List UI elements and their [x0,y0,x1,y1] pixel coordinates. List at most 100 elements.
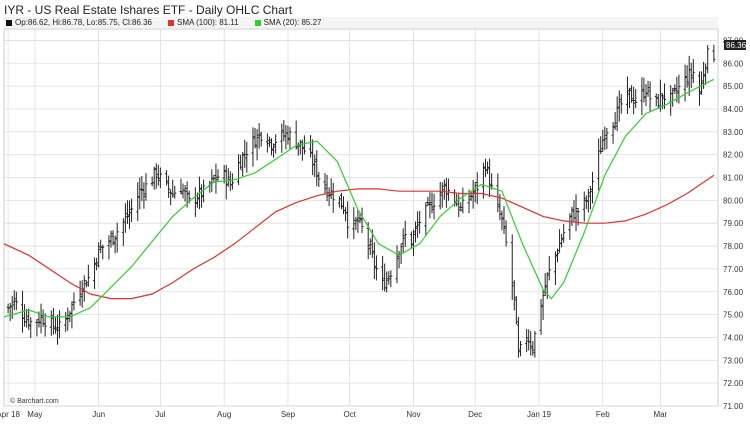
ohlc-bar [259,131,263,147]
ohlc-bar [539,299,543,335]
ohlc-bar [323,173,327,194]
ohlc-bar [500,210,504,231]
ohlc-bar [590,171,594,204]
ohlc-bar [512,280,516,311]
ohlc-bar [12,290,16,311]
ohlc-bar [601,129,605,152]
ohlc-bar [356,209,360,233]
x-tick-label: Mar [653,410,667,419]
ohlc-bar [265,133,269,153]
ohlc-bar [35,319,39,337]
ohlc-bar [642,77,646,103]
ohlc-bar [677,74,681,104]
ohlc-bar [416,211,420,238]
ohlc-bar [558,229,562,253]
x-axis-ticks: Apr 18 May Jun Jul Aug Sep Oct Nov Dec Jan 19 Feb M… [0,410,668,419]
ohlc-bar [327,187,331,207]
ohlc-bar [111,230,115,246]
ohlc-bar [99,239,103,254]
ohlc-bar [253,128,257,149]
ohlc-bar [239,154,243,170]
ohlc-bar [342,196,346,215]
ohlc-bar [586,188,590,213]
ohlc-bar [471,179,475,209]
ohlc-bar [459,202,463,212]
ohlc-bar [39,303,43,334]
ohlc-bar [358,212,362,223]
ohlc-bar [685,65,689,88]
x-tick-label: Nov [406,410,420,419]
ohlc-bar [418,210,422,234]
ohlc-bar [115,222,119,253]
ohlc-bar [280,123,284,153]
ohlc-bar [284,125,288,150]
ohlc-bar [516,316,520,358]
ohlc-bar [689,62,693,88]
ohlc-bar [288,127,292,150]
ohlc-bar [286,125,290,145]
ohlc-bar [700,71,704,95]
ohlc-bar [442,179,446,200]
grid-lines [4,29,718,407]
x-tick-label: Jul [155,410,165,419]
ohlc-bar [8,302,12,322]
ohlc-bar [704,63,708,85]
ohlc-bar [605,127,609,150]
ohlc-bar [72,292,76,311]
ohlc-bar [167,175,171,198]
ohlc-bar [706,45,710,74]
ohlc-bar [339,192,343,210]
ohlc-bar [504,220,508,247]
ohlc-bar [426,196,430,206]
ohlc-bar [113,235,117,254]
ohlc-bar [311,139,315,176]
ohlc-bar [66,307,70,331]
ohlc-bar [556,248,560,263]
ohlc-bar [654,93,658,107]
ohlc-bar [502,206,506,235]
y-tick-label: 82.00 [723,151,744,160]
ohlc-bars [6,44,716,358]
ohlc-bar [611,122,615,144]
ohlc-bar [588,186,592,210]
ohlc-bar [152,166,156,190]
y-tick-label: 75.00 [723,311,744,320]
ohlc-bar [697,71,701,106]
ohlc-bar [619,94,623,114]
ohlc-bar [430,192,434,214]
ohlc-bar [257,123,261,149]
ohlc-bar [346,201,350,239]
y-tick-label: 81.00 [723,174,744,183]
ohlc-bar [86,264,90,287]
ohlc-bar [461,187,465,214]
ohlc-bar [14,291,18,311]
ohlc-bar [712,44,716,63]
ohlc-bar [529,330,533,356]
ohlc-bar [251,127,255,167]
ohlc-bar [683,64,687,102]
ohlc-bar [632,86,636,115]
ohlc-bar [409,231,413,249]
ohlc-bar [78,280,82,306]
ohlc-bar [414,221,418,243]
ohlc-bar [107,235,111,260]
ohlc-bar [267,136,271,148]
ohlc-bar [397,250,401,269]
ohlc-bar [329,178,333,199]
ohlc-bar [95,257,99,271]
ohlc-bar [315,150,319,187]
ohlc-bar [169,189,173,206]
ohlc-bar [483,158,487,177]
ohlc-bar [582,191,586,222]
ohlc-bar [216,169,220,181]
ohlc-bar [401,228,405,253]
ohlc-bar [80,280,84,308]
ohlc-bar [527,329,531,351]
ohlc-bar [574,194,578,232]
plot-frame [3,28,719,407]
ohlc-bar [255,129,259,161]
ohlc-bar [165,170,169,186]
ohlc-bar [23,304,27,327]
y-tick-label: 83.00 [723,128,744,137]
ohlc-bar [438,181,442,210]
